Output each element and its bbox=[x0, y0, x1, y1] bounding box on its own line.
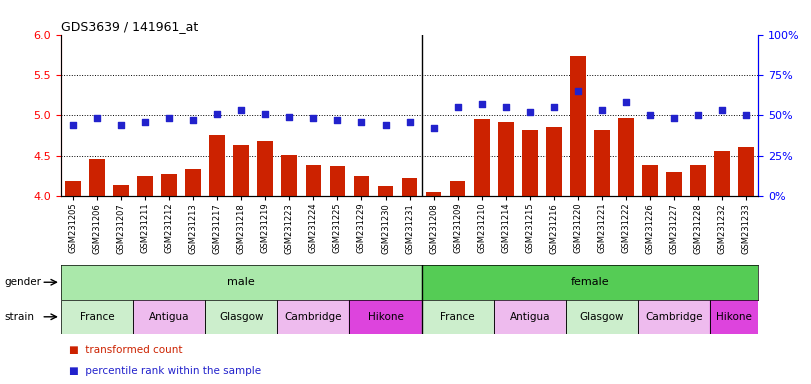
Point bbox=[355, 119, 368, 125]
Bar bbox=[257, 141, 273, 196]
Text: Antigua: Antigua bbox=[509, 312, 550, 322]
Point bbox=[403, 119, 416, 125]
Point bbox=[692, 112, 705, 118]
Text: female: female bbox=[571, 277, 609, 287]
Bar bbox=[618, 118, 634, 196]
Bar bbox=[566, 300, 638, 334]
Point bbox=[67, 122, 79, 128]
Bar bbox=[281, 155, 297, 196]
Text: male: male bbox=[227, 277, 255, 287]
Text: Hikone: Hikone bbox=[367, 312, 403, 322]
Point bbox=[716, 107, 729, 113]
Bar bbox=[329, 166, 345, 196]
Point bbox=[523, 109, 536, 115]
Bar bbox=[354, 176, 369, 196]
Bar bbox=[65, 181, 80, 196]
Bar bbox=[234, 145, 249, 196]
Text: Cambridge: Cambridge bbox=[285, 312, 342, 322]
Bar bbox=[277, 300, 350, 334]
Text: Hikone: Hikone bbox=[716, 312, 752, 322]
Bar bbox=[422, 265, 758, 300]
Text: France: France bbox=[79, 312, 114, 322]
Point bbox=[283, 114, 296, 120]
Text: gender: gender bbox=[4, 277, 41, 287]
Bar bbox=[185, 169, 201, 196]
Bar bbox=[61, 265, 422, 300]
Bar bbox=[498, 122, 513, 196]
Bar bbox=[690, 165, 706, 196]
Point bbox=[644, 112, 657, 118]
Bar bbox=[422, 300, 494, 334]
Bar bbox=[710, 300, 758, 334]
Point bbox=[139, 119, 152, 125]
Bar bbox=[546, 127, 562, 196]
Bar bbox=[401, 178, 418, 196]
Bar bbox=[161, 174, 177, 196]
Text: Glasgow: Glasgow bbox=[580, 312, 624, 322]
Text: Glasgow: Glasgow bbox=[219, 312, 264, 322]
Bar bbox=[474, 119, 490, 196]
Point bbox=[90, 115, 103, 121]
Bar bbox=[133, 300, 205, 334]
Point bbox=[379, 122, 392, 128]
Point bbox=[234, 107, 247, 113]
Text: strain: strain bbox=[4, 312, 34, 322]
Point bbox=[572, 88, 585, 94]
Bar bbox=[61, 300, 133, 334]
Bar bbox=[594, 130, 610, 196]
Bar bbox=[570, 56, 586, 196]
Point bbox=[162, 115, 175, 121]
Bar bbox=[494, 300, 566, 334]
Bar bbox=[450, 181, 466, 196]
Point bbox=[740, 112, 753, 118]
Bar bbox=[209, 134, 225, 196]
Point bbox=[259, 111, 272, 117]
Point bbox=[500, 104, 513, 110]
Point bbox=[620, 99, 633, 105]
Text: Cambridge: Cambridge bbox=[646, 312, 703, 322]
Point bbox=[451, 104, 464, 110]
Point bbox=[114, 122, 127, 128]
Point bbox=[211, 111, 224, 117]
Bar bbox=[350, 300, 422, 334]
Bar bbox=[89, 159, 105, 196]
Bar bbox=[114, 185, 129, 196]
Text: Antigua: Antigua bbox=[148, 312, 189, 322]
Bar bbox=[522, 130, 538, 196]
Text: GDS3639 / 141961_at: GDS3639 / 141961_at bbox=[61, 20, 198, 33]
Bar bbox=[667, 172, 682, 196]
Bar bbox=[714, 152, 730, 196]
Bar bbox=[638, 300, 710, 334]
Text: ■  percentile rank within the sample: ■ percentile rank within the sample bbox=[69, 366, 261, 376]
Point bbox=[331, 117, 344, 123]
Point bbox=[547, 104, 560, 110]
Point bbox=[427, 125, 440, 131]
Bar bbox=[205, 300, 277, 334]
Point bbox=[307, 115, 320, 121]
Bar bbox=[137, 176, 152, 196]
Bar bbox=[426, 192, 441, 196]
Bar bbox=[378, 186, 393, 196]
Point bbox=[475, 101, 488, 107]
Text: ■  transformed count: ■ transformed count bbox=[69, 345, 182, 355]
Bar bbox=[642, 165, 658, 196]
Bar bbox=[739, 147, 754, 196]
Text: France: France bbox=[440, 312, 475, 322]
Bar bbox=[306, 165, 321, 196]
Point bbox=[187, 117, 200, 123]
Point bbox=[667, 115, 680, 121]
Point bbox=[595, 107, 608, 113]
